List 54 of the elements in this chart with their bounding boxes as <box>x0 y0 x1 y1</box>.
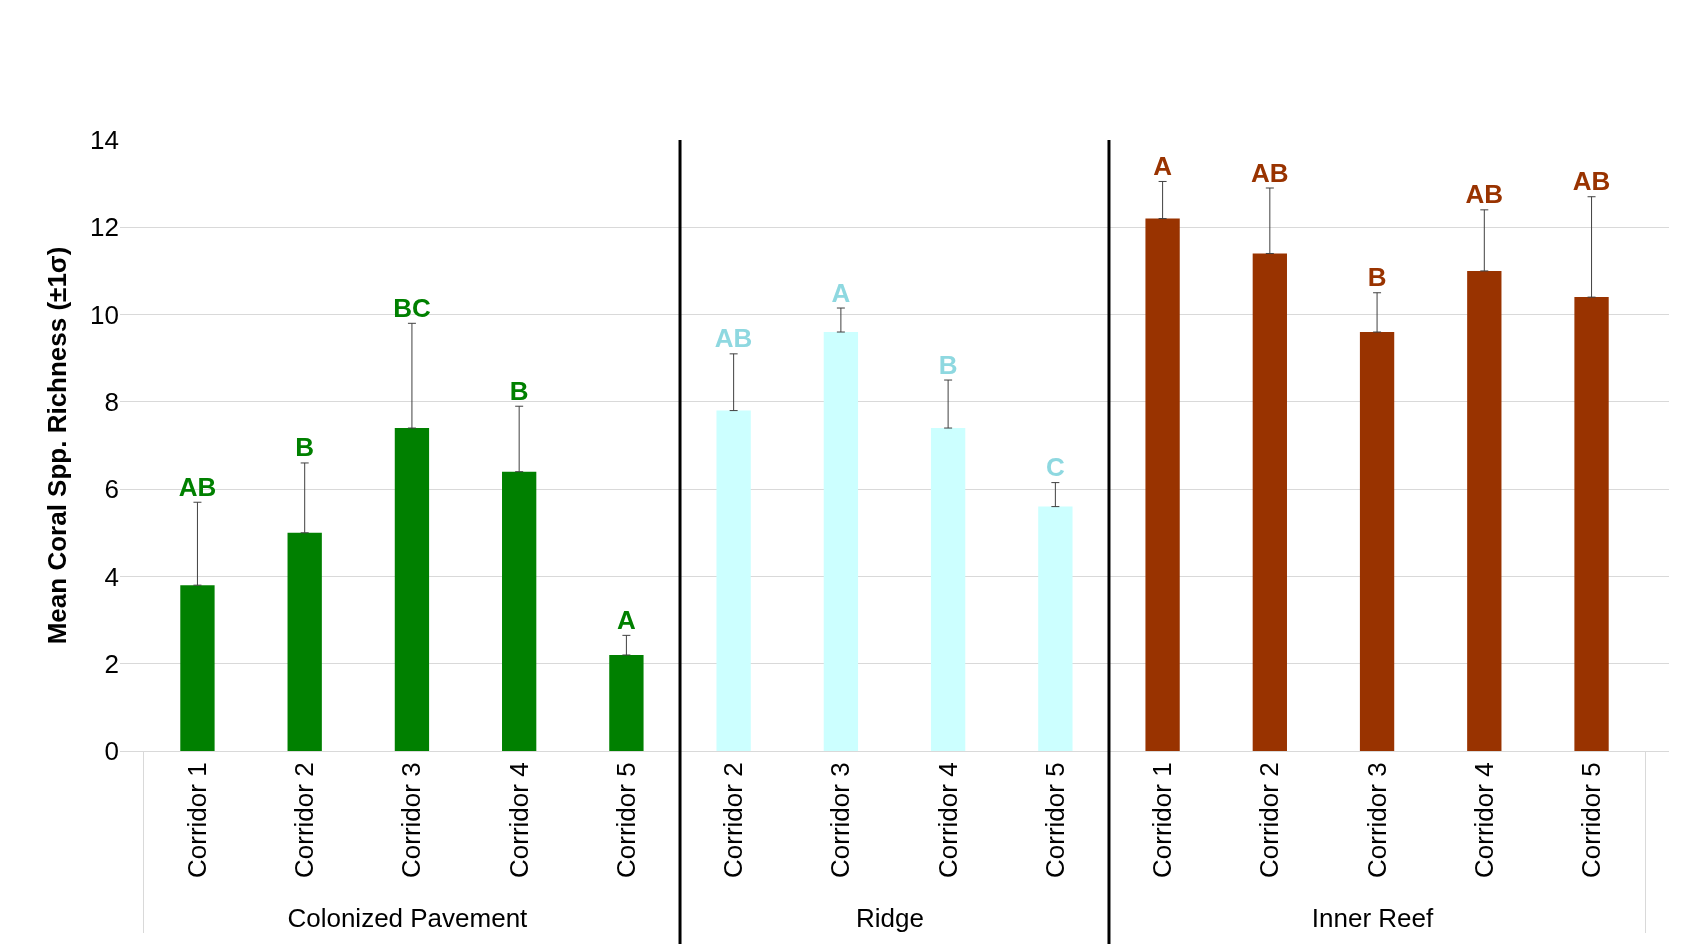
annotation: B <box>509 375 529 406</box>
x-tick-label: Corridor 4 <box>1468 762 1499 878</box>
bar <box>502 471 537 751</box>
bar <box>1574 297 1609 751</box>
annotation: B <box>1367 262 1387 293</box>
annotation: A <box>1153 150 1173 181</box>
text: Ridge <box>855 902 924 933</box>
x-tick-label: Corridor 2 <box>289 762 320 878</box>
bar <box>1359 332 1395 751</box>
annotation: AB <box>178 471 217 502</box>
bar <box>1038 506 1073 751</box>
x-tick-label: Corridor 1 <box>181 762 212 878</box>
y-tick-label: 10 <box>90 299 119 330</box>
y-tick-label: 2 <box>104 648 119 679</box>
annotation: AB <box>1251 157 1289 188</box>
annotation: B <box>295 432 315 463</box>
y-tick-label: 14 <box>90 125 119 156</box>
y-tick-label: 6 <box>104 474 119 505</box>
x-tick-label: Corridor 5 <box>610 762 641 878</box>
annotation: AB <box>714 323 753 354</box>
x-tick-label: Corridor 4 <box>932 762 963 878</box>
x-tick-label: Corridor 2 <box>1254 762 1285 878</box>
text: Colonized Pavement <box>287 902 529 933</box>
x-tick-label: Corridor 2 <box>718 762 749 878</box>
bar <box>930 428 966 751</box>
annotation: AB <box>1465 179 1504 210</box>
bar <box>1145 218 1180 751</box>
annotation: BC <box>393 292 431 323</box>
annotation: B <box>938 349 958 380</box>
bar <box>287 532 322 751</box>
bar <box>1252 253 1287 751</box>
x-tick-label: Corridor 4 <box>503 762 534 878</box>
annotation: A <box>617 604 637 635</box>
bar <box>1467 270 1502 751</box>
bar <box>823 332 859 751</box>
x-tick-label: Corridor 5 <box>1576 762 1606 878</box>
bar <box>394 428 430 751</box>
y-axis-title: Mean Coral Spp. Richness (±1σ) <box>42 246 73 645</box>
y-tick-label: 12 <box>90 212 119 243</box>
bar <box>716 410 751 751</box>
y-tick-label: 4 <box>104 561 119 592</box>
text: Inner Reef <box>1311 902 1434 933</box>
x-tick-label: Corridor 3 <box>1361 762 1392 878</box>
annotation: C <box>1045 452 1065 483</box>
x-tick-label: Corridor 5 <box>1039 762 1070 878</box>
annotation: AB <box>1572 166 1611 197</box>
bar <box>609 654 644 751</box>
x-tick-label: Corridor 1 <box>1147 762 1178 878</box>
x-tick-label: Corridor 3 <box>396 762 427 878</box>
annotation: A <box>831 277 851 308</box>
x-tick-label: Corridor 3 <box>825 762 856 878</box>
y-tick-label: 0 <box>104 736 119 767</box>
y-tick-label: 8 <box>104 386 119 417</box>
bar <box>180 585 215 751</box>
